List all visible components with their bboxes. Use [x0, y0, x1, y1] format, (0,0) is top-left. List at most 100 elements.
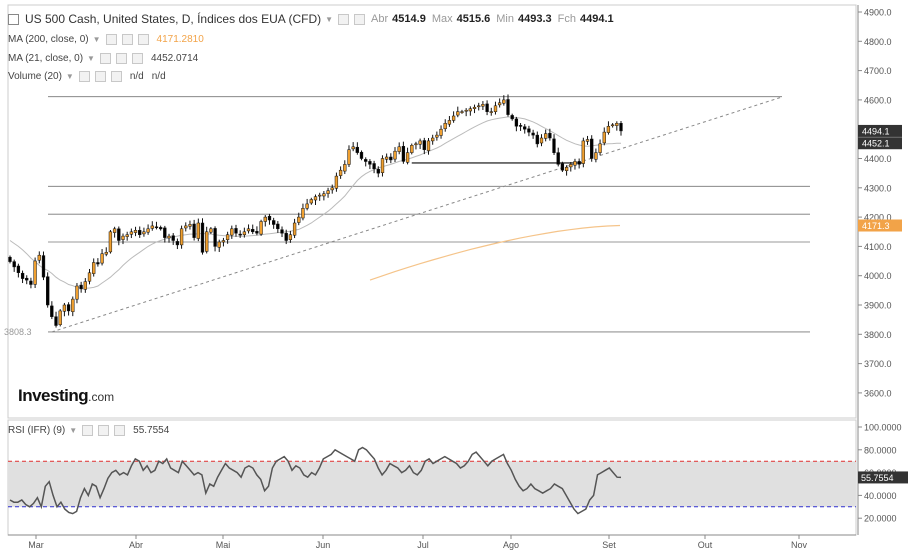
candle-body[interactable] — [255, 231, 259, 234]
candle-body[interactable] — [401, 146, 406, 162]
candle-body[interactable] — [435, 134, 439, 138]
eye-icon[interactable] — [98, 425, 110, 436]
candle-body[interactable] — [615, 123, 619, 126]
candle-body[interactable] — [309, 199, 313, 204]
candle-body[interactable] — [230, 228, 234, 236]
collapse-icon[interactable] — [8, 13, 19, 25]
candle-body[interactable] — [489, 111, 493, 113]
candle-body[interactable] — [514, 118, 519, 127]
candle-body[interactable] — [37, 254, 41, 261]
candle-body[interactable] — [443, 123, 447, 129]
candle-body[interactable] — [184, 225, 188, 229]
candle-body[interactable] — [405, 152, 410, 163]
candle-body[interactable] — [322, 193, 326, 197]
candle-body[interactable] — [29, 280, 33, 285]
candle-body[interactable] — [25, 277, 29, 281]
candle-body[interactable] — [477, 105, 481, 108]
candle-body[interactable] — [288, 234, 293, 240]
candle-body[interactable] — [531, 132, 535, 136]
candle-body[interactable] — [619, 123, 623, 132]
candle-body[interactable] — [96, 262, 100, 265]
candle-body[interactable] — [493, 105, 498, 112]
close-icon[interactable] — [137, 34, 149, 45]
candle-body[interactable] — [318, 194, 322, 197]
candle-body[interactable] — [159, 227, 163, 230]
close-icon[interactable] — [110, 71, 122, 82]
candle-body[interactable] — [66, 304, 71, 312]
candle-body[interactable] — [590, 138, 594, 159]
eye-icon[interactable] — [121, 34, 133, 45]
settings-icon[interactable] — [78, 71, 90, 82]
candle-body[interactable] — [129, 231, 134, 235]
candle-body[interactable] — [594, 152, 598, 160]
candle-body[interactable] — [564, 167, 569, 171]
candles-layer[interactable] — [8, 94, 623, 328]
candle-body[interactable] — [301, 208, 305, 219]
candle-body[interactable] — [54, 316, 58, 326]
candle-body[interactable] — [330, 187, 334, 191]
candle-body[interactable] — [610, 124, 615, 127]
candle-body[interactable] — [376, 168, 380, 174]
candle-body[interactable] — [347, 149, 351, 165]
chevron-down-icon[interactable]: ▼ — [69, 426, 78, 435]
candle-body[interactable] — [92, 262, 96, 274]
candle-body[interactable] — [393, 150, 397, 160]
candle-body[interactable] — [8, 256, 12, 262]
candle-body[interactable] — [209, 228, 213, 233]
candle-body[interactable] — [297, 216, 301, 223]
candle-body[interactable] — [12, 261, 16, 268]
candle-body[interactable] — [523, 126, 527, 130]
eye-icon[interactable] — [115, 53, 127, 64]
candle-body[interactable] — [456, 111, 460, 116]
candle-body[interactable] — [175, 241, 180, 246]
candle-body[interactable] — [112, 228, 117, 233]
candle-body[interactable] — [62, 304, 67, 312]
candle-body[interactable] — [246, 228, 251, 232]
candle-body[interactable] — [539, 137, 544, 144]
candle-body[interactable] — [410, 145, 414, 153]
candle-body[interactable] — [305, 203, 309, 209]
candle-body[interactable] — [389, 156, 393, 161]
candle-body[interactable] — [71, 298, 75, 312]
candle-body[interactable] — [326, 190, 330, 194]
candle-body[interactable] — [196, 222, 200, 239]
candle-body[interactable] — [481, 104, 485, 107]
candle-body[interactable] — [20, 272, 25, 279]
candle-body[interactable] — [100, 253, 104, 264]
candle-body[interactable] — [146, 228, 150, 233]
candle-body[interactable] — [506, 99, 510, 115]
candle-body[interactable] — [573, 161, 577, 166]
candle-body[interactable] — [46, 276, 50, 306]
chevron-down-icon[interactable]: ▼ — [65, 72, 74, 81]
candle-body[interactable] — [238, 233, 242, 236]
candle-body[interactable] — [368, 161, 372, 165]
candle-body[interactable] — [179, 228, 184, 246]
candle-body[interactable] — [380, 158, 385, 173]
candle-body[interactable] — [418, 140, 422, 145]
eye-icon[interactable] — [354, 13, 366, 25]
candle-body[interactable] — [50, 305, 54, 317]
candle-body[interactable] — [598, 143, 602, 153]
candle-body[interactable] — [556, 152, 560, 165]
settings-icon[interactable] — [82, 425, 94, 436]
candle-body[interactable] — [355, 146, 359, 153]
candle-body[interactable] — [234, 228, 238, 234]
candle-body[interactable] — [602, 131, 606, 144]
candle-body[interactable] — [133, 230, 138, 233]
candle-body[interactable] — [213, 228, 217, 247]
settings-icon[interactable] — [99, 53, 111, 64]
candle-body[interactable] — [502, 99, 506, 104]
candle-body[interactable] — [577, 161, 581, 165]
candle-body[interactable] — [447, 120, 452, 125]
candle-body[interactable] — [150, 225, 154, 229]
chevron-down-icon[interactable]: ▼ — [87, 54, 95, 63]
candle-body[interactable] — [41, 255, 46, 278]
candle-body[interactable] — [431, 137, 435, 142]
candle-body[interactable] — [343, 164, 347, 172]
candle-body[interactable] — [414, 143, 418, 146]
eye-icon[interactable] — [94, 71, 106, 82]
candle-body[interactable] — [284, 232, 288, 241]
candle-body[interactable] — [397, 146, 401, 152]
candle-body[interactable] — [472, 106, 477, 109]
